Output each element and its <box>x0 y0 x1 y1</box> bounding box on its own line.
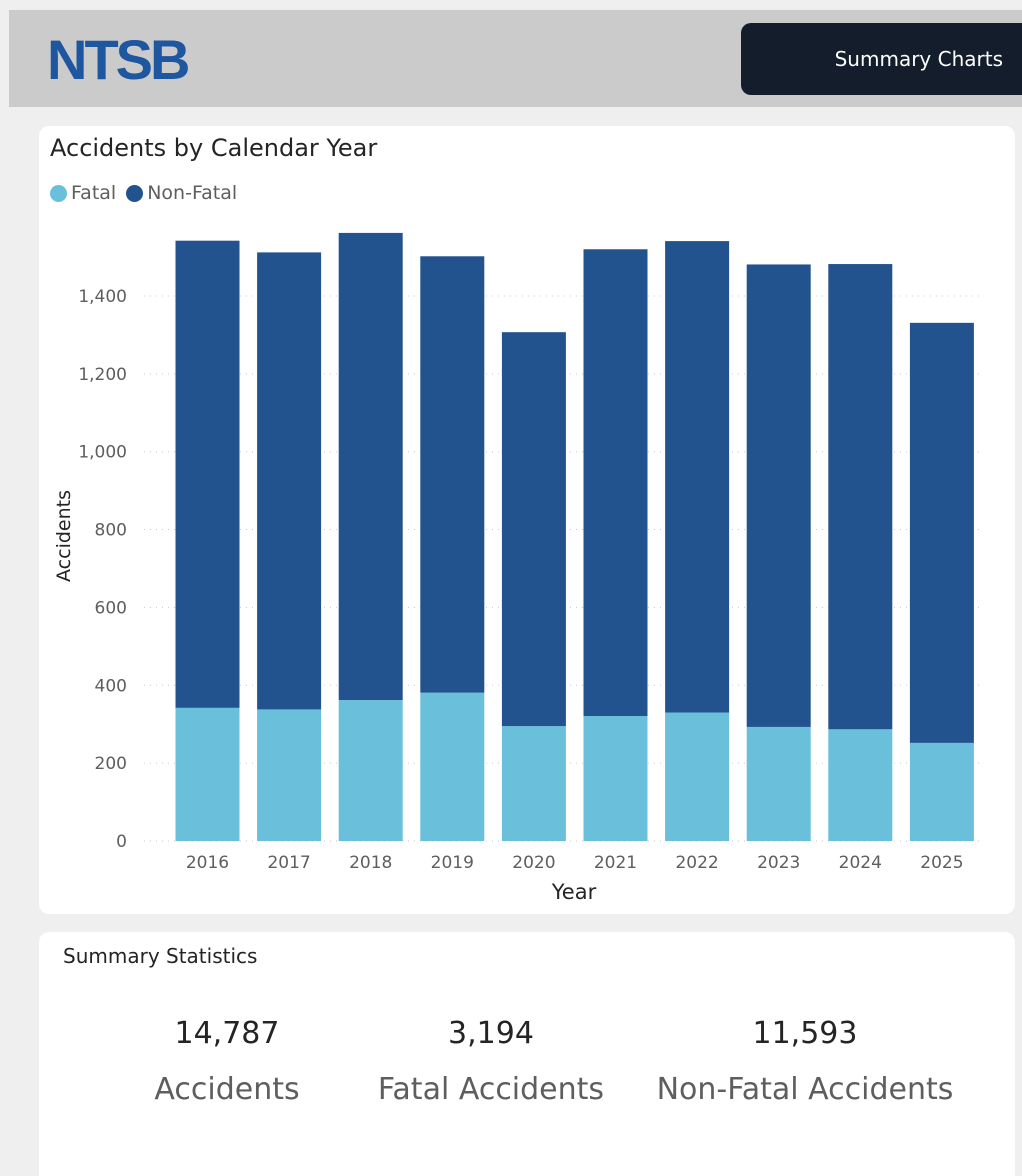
header-bar: NTSB Summary Charts <box>9 10 1022 107</box>
bar-non-fatal[interactable] <box>257 252 322 710</box>
bar-fatal[interactable] <box>909 742 974 841</box>
legend-item-non-fatal[interactable]: Non-Fatal <box>126 182 237 204</box>
y-tick-label: 400 <box>95 676 127 696</box>
y-tick-label: 0 <box>116 832 127 852</box>
bar-non-fatal[interactable] <box>746 264 811 727</box>
x-tick-label: 2022 <box>675 853 718 873</box>
chart-legend: Fatal Non-Fatal <box>50 182 247 204</box>
y-tick-label: 1,200 <box>78 365 127 385</box>
kpi-non-fatal: 11,593 Non-Fatal Accidents <box>650 1014 960 1110</box>
bar-fatal[interactable] <box>501 726 566 841</box>
kpi-accidents-value: 14,787 <box>174 1016 280 1051</box>
bar-fatal[interactable] <box>175 707 240 841</box>
x-tick-label: 2025 <box>920 853 963 873</box>
accidents-chart: 0 200 400 600 800 1,000 1,200 1,400 2016 2017 2018… <box>53 232 984 904</box>
x-tick-label: 2016 <box>186 853 229 873</box>
bar-non-fatal[interactable] <box>420 256 485 693</box>
x-tick-label: 2018 <box>349 853 392 873</box>
y-tick-label: 600 <box>95 598 127 618</box>
bar-fatal[interactable] <box>828 729 893 841</box>
bar-fatal[interactable] <box>583 716 648 841</box>
chart-title: Accidents by Calendar Year <box>50 134 378 162</box>
bar-non-fatal[interactable] <box>175 240 240 708</box>
x-tick-label: 2021 <box>594 853 637 873</box>
bar-non-fatal[interactable] <box>338 232 403 701</box>
x-tick-label: 2017 <box>267 853 310 873</box>
bar-fatal[interactable] <box>665 712 730 841</box>
summary-statistics-card: Summary Statistics 14,787 Accidents 3,19… <box>39 932 1015 1176</box>
kpi-fatal: 3,194 Fatal Accidents <box>376 1014 606 1110</box>
bar-non-fatal[interactable] <box>665 241 730 713</box>
summary-title: Summary Statistics <box>63 944 258 968</box>
legend-label-non-fatal: Non-Fatal <box>147 182 238 204</box>
bar-non-fatal[interactable] <box>828 264 893 730</box>
bar-fatal[interactable] <box>420 692 485 841</box>
summary-charts-button[interactable]: Summary Charts <box>741 23 1022 95</box>
legend-swatch-non-fatal <box>126 184 144 202</box>
bar-non-fatal[interactable] <box>909 322 974 743</box>
bar-non-fatal[interactable] <box>501 332 566 727</box>
kpi-non-fatal-value: 11,593 <box>752 1016 858 1051</box>
chart-card: 0 200 400 600 800 1,000 1,200 1,400 2016 2017 2018… <box>39 126 1015 914</box>
x-tick-label: 2019 <box>431 853 474 873</box>
bar-fatal[interactable] <box>746 726 811 841</box>
kpi-fatal-label: Fatal Accidents <box>377 1072 605 1107</box>
legend-swatch-fatal <box>50 184 67 202</box>
y-tick-label: 200 <box>95 754 127 774</box>
kpi-non-fatal-label: Non-Fatal Accidents <box>656 1072 954 1107</box>
bar-non-fatal[interactable] <box>583 249 648 717</box>
bar-fatal[interactable] <box>338 700 403 841</box>
y-tick-label: 1,000 <box>78 443 127 463</box>
kpi-accidents: 14,787 Accidents <box>152 1014 302 1110</box>
ntsb-logo: NTSB <box>47 28 190 91</box>
legend-label-fatal: Fatal <box>71 182 117 204</box>
x-tick-label: 2024 <box>839 853 882 873</box>
y-axis-title: Accidents <box>53 490 75 582</box>
y-tick-label: 800 <box>95 521 127 541</box>
legend-item-fatal[interactable]: Fatal <box>50 182 116 204</box>
y-tick-label: 1,400 <box>78 287 127 307</box>
x-tick-label: 2020 <box>512 853 555 873</box>
kpi-accidents-label: Accidents <box>154 1072 300 1107</box>
kpi-fatal-value: 3,194 <box>448 1016 534 1051</box>
bar-fatal[interactable] <box>257 709 322 841</box>
x-tick-label: 2023 <box>757 853 800 873</box>
x-axis-title: Year <box>551 880 597 904</box>
